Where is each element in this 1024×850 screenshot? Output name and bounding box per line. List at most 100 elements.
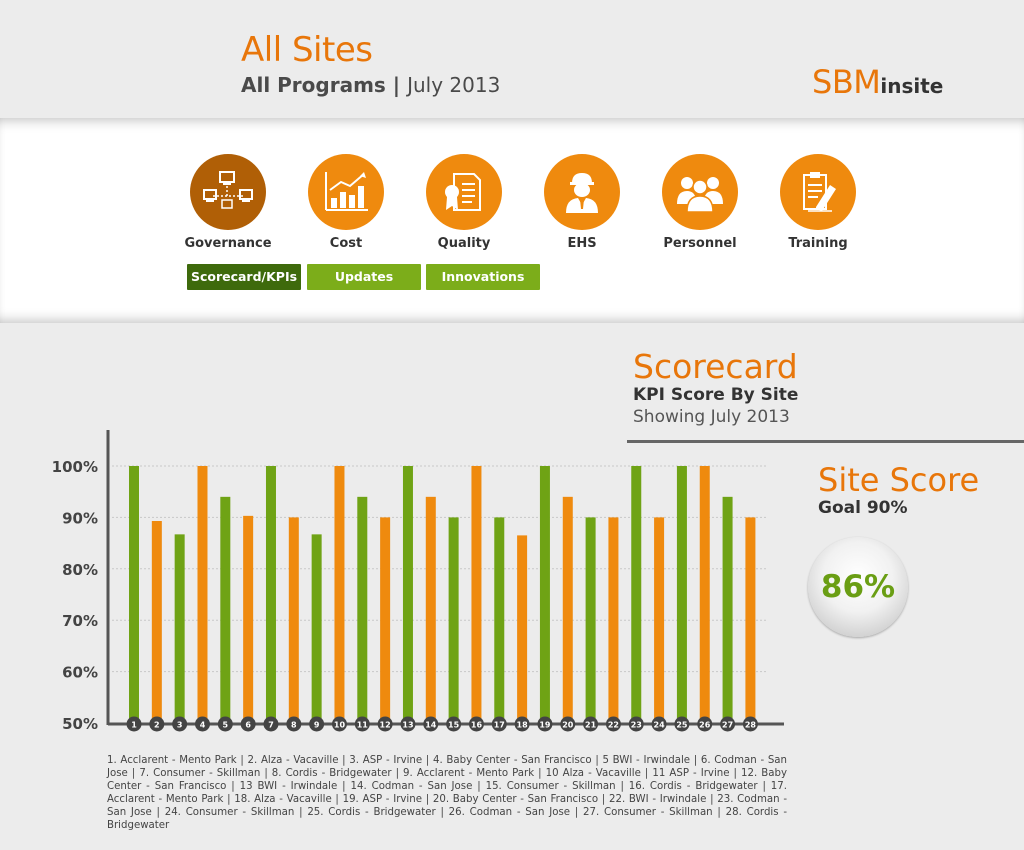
x-tick-label: 21 — [585, 721, 597, 730]
category-marker — [605, 716, 621, 732]
x-tick-label: 15 — [448, 721, 460, 730]
bar — [585, 517, 596, 723]
bar — [494, 517, 505, 723]
category-marker — [331, 716, 347, 732]
bar — [357, 496, 368, 723]
category-marker — [400, 716, 416, 732]
x-tick-label: 20 — [562, 721, 574, 730]
worker-icon — [566, 173, 598, 213]
bar-chart-icon — [325, 172, 368, 211]
bar — [517, 535, 528, 723]
site-score-badge: 86% — [808, 537, 908, 637]
category-marker — [742, 716, 758, 732]
network-icon — [203, 171, 253, 209]
category-marker — [720, 716, 736, 732]
bar — [288, 517, 299, 723]
category-marker — [537, 716, 553, 732]
nav-label-cost: Cost — [329, 236, 363, 251]
bar — [448, 517, 459, 723]
nav-circle — [308, 154, 384, 230]
x-tick-label: 19 — [539, 721, 551, 730]
x-tick-label: 12 — [380, 721, 391, 730]
bar — [174, 534, 185, 723]
tab-innovations[interactable]: Innovations — [426, 264, 540, 290]
period-label: July 2013 — [407, 73, 501, 97]
x-tick-label: 18 — [517, 721, 529, 730]
nav-label-ehs: EHS — [567, 236, 597, 251]
x-tick-label: 14 — [425, 721, 437, 730]
category-marker — [468, 716, 484, 732]
category-marker — [423, 716, 439, 732]
nav-label-governance: Governance — [184, 236, 272, 251]
bar — [471, 466, 482, 723]
nav-item-governance[interactable]: Governance — [168, 154, 288, 251]
y-tick-label: 100% — [52, 458, 98, 476]
site-score-title: Site Score — [818, 461, 980, 499]
brand-logo[interactable]: SBMinsite — [812, 62, 943, 108]
site-score-value: 86% — [820, 569, 896, 605]
category-marker — [377, 716, 393, 732]
x-tick-label: 13 — [402, 721, 413, 730]
nav-circle — [426, 154, 502, 230]
bar — [722, 496, 733, 723]
y-tick-label: 60% — [62, 664, 98, 682]
kpi-bar-chart: 100%90%80%70%60%50% 1 2 3 4 5 6 7 8 9 10 11 12 13 14 15… — [52, 430, 784, 733]
bar — [311, 534, 322, 723]
brand-sub: insite — [880, 74, 944, 98]
x-tick-label: 3 — [177, 721, 183, 730]
nav-circle — [662, 154, 738, 230]
page-header: All Sites All Programs | July 2013 SBMin… — [0, 0, 1024, 118]
brand-main: SBM — [812, 63, 881, 101]
bar — [699, 466, 710, 723]
category-marker — [583, 716, 599, 732]
x-tick-label: 1 — [131, 721, 137, 730]
x-tick-label: 5 — [223, 721, 229, 730]
nav-band: Governance Cost — [0, 118, 1024, 323]
x-tick-label: 9 — [314, 721, 320, 730]
site-score-goal: Goal 90% — [818, 498, 908, 518]
category-marker — [354, 716, 370, 732]
y-tick-label: 50% — [62, 715, 98, 733]
nav-item-personnel[interactable]: Personnel — [640, 154, 760, 251]
subtitle-separator: | — [385, 73, 408, 97]
bar — [608, 517, 619, 723]
category-marker — [217, 716, 233, 732]
y-tick-label: 80% — [62, 561, 98, 579]
nav-item-ehs[interactable]: EHS — [522, 154, 642, 251]
scorecard-title: Scorecard — [633, 347, 798, 386]
scorecard-divider — [627, 440, 1024, 443]
category-marker — [240, 716, 256, 732]
nav-label-training: Training — [788, 236, 848, 251]
nav-circle — [544, 154, 620, 230]
y-tick-label: 70% — [62, 612, 98, 630]
tab-scorecard-kpis[interactable]: Scorecard/KPIs — [187, 264, 301, 290]
category-marker — [263, 716, 279, 732]
category-marker — [126, 716, 142, 732]
x-tick-label: 6 — [245, 721, 251, 730]
category-marker — [194, 716, 210, 732]
bar — [631, 466, 642, 723]
category-marker — [697, 716, 713, 732]
tab-updates[interactable]: Updates — [307, 264, 421, 290]
x-tick-label: 16 — [471, 721, 483, 730]
x-tick-label: 7 — [268, 721, 274, 730]
category-marker — [560, 716, 576, 732]
x-tick-label: 22 — [608, 721, 619, 730]
bar — [539, 466, 550, 723]
nav-item-quality[interactable]: Quality — [404, 154, 524, 251]
category-marker — [651, 716, 667, 732]
bar — [334, 466, 345, 723]
category-marker — [172, 716, 188, 732]
bar — [676, 466, 687, 723]
nav-item-cost[interactable]: Cost — [286, 154, 406, 251]
document-pen-icon — [803, 172, 836, 212]
bar — [745, 517, 756, 723]
nav-item-training[interactable]: Training — [758, 154, 878, 251]
x-tick-label: 17 — [494, 721, 505, 730]
bar — [380, 517, 391, 723]
nav-circle — [780, 154, 856, 230]
category-marker — [491, 716, 507, 732]
x-tick-label: 28 — [745, 721, 757, 730]
x-tick-label: 25 — [676, 721, 688, 730]
category-marker — [674, 716, 690, 732]
